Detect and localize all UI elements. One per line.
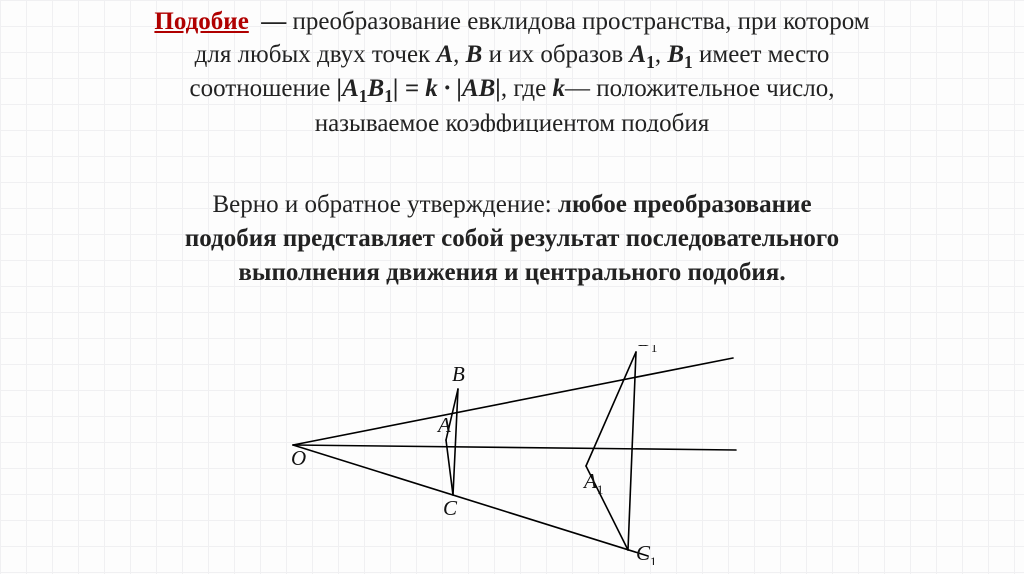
math-eq-left: |A1B1| bbox=[337, 75, 399, 102]
dash: — bbox=[261, 8, 286, 35]
math-A1: A1 bbox=[629, 41, 654, 68]
term-podobie: Подобие bbox=[154, 8, 248, 35]
definition-line-3: соотношение |A1B1| = k · |AB|, где k— по… bbox=[20, 73, 1004, 108]
diagram-svg: O B A C B1 A1 C1 bbox=[288, 345, 748, 565]
statement-block: Верно и обратное утверждение: любое прео… bbox=[0, 188, 1024, 289]
math-k: k bbox=[552, 75, 565, 102]
definition-block: Подобие — преобразование евклидова прост… bbox=[0, 0, 1024, 108]
svg-text:A1: A1 bbox=[582, 469, 603, 497]
definition-cutoff-line: называемое коэффициентом подобия bbox=[0, 108, 1024, 132]
svg-text:B: B bbox=[452, 362, 465, 386]
math-B: B bbox=[466, 41, 483, 68]
math-eq-mid: = k · bbox=[398, 75, 456, 102]
definition-line-1: Подобие — преобразование евклидова прост… bbox=[20, 6, 1004, 39]
svg-text:C: C bbox=[443, 496, 458, 520]
math-B1: B1 bbox=[667, 41, 692, 68]
statement-line-2: подобия представляет собой результат пос… bbox=[40, 222, 984, 256]
svg-text:C1: C1 bbox=[636, 541, 657, 565]
svg-text:A: A bbox=[436, 413, 451, 437]
definition-line-2: для любых двух точек A, B и их образов A… bbox=[20, 39, 1004, 74]
statement-line-1: Верно и обратное утверждение: любое прео… bbox=[40, 188, 984, 222]
statement-line-3: выполнения движения и центрального подоб… bbox=[40, 256, 984, 290]
def-line1-rest: преобразование евклидова пространства, п… bbox=[293, 8, 870, 35]
svg-text:B1: B1 bbox=[638, 345, 657, 355]
math-A: A bbox=[436, 41, 453, 68]
math-eq-right: |AB| bbox=[456, 75, 500, 102]
svg-text:O: O bbox=[291, 446, 306, 470]
similarity-diagram: O B A C B1 A1 C1 bbox=[288, 345, 748, 565]
